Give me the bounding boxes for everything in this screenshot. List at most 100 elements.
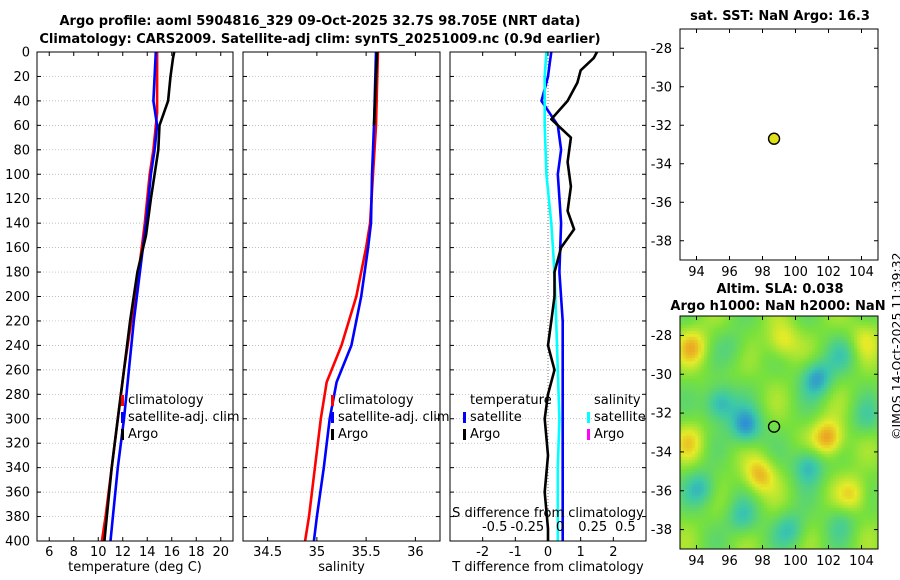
legend-label: satellite-adj. clim [338, 410, 450, 425]
map-x-tick-label: 96 [721, 265, 738, 280]
x-tick-label: 2 [609, 545, 617, 560]
x-axis-label-temperature: temperature (deg C) [68, 560, 202, 575]
legend-label: Argo [470, 427, 500, 442]
x-tick-label: 0 [544, 545, 552, 560]
x-tick-label: 18 [188, 545, 205, 560]
map-x-tick-label: 98 [754, 554, 771, 569]
argo-position-marker [767, 132, 781, 145]
legend-swatch [587, 412, 590, 423]
legend-swatch [331, 395, 334, 406]
legend-swatch [121, 412, 124, 423]
legend-label: climatology [128, 393, 204, 408]
map-y-tick-label: -32 [651, 119, 672, 134]
sla-map-title-1: Altim. SLA: 0.038 [716, 282, 844, 297]
map-y-tick-label: -30 [651, 368, 672, 383]
x-tick-label: 34.5 [253, 545, 282, 560]
s-axis-label: S difference from climatology [452, 506, 644, 521]
map-x-tick-label: 102 [816, 554, 841, 569]
x-tick-label: 14 [139, 545, 156, 560]
depth-tick-label: 100 [5, 168, 30, 183]
depth-tick-label: 140 [5, 217, 30, 232]
depth-tick-label: 360 [5, 486, 30, 501]
plot-frame-difference [449, 51, 647, 542]
x-tick-label: 12 [114, 545, 131, 560]
depth-tick-label: 180 [5, 266, 30, 281]
depth-tick-label: 200 [5, 290, 30, 305]
legend-label: satellite [594, 410, 646, 425]
depth-tick-label: 320 [5, 437, 30, 452]
depth-tick-label: 260 [5, 363, 30, 378]
legend-swatch [121, 395, 124, 406]
plot-frame-salinity [242, 51, 441, 542]
x-tick-label: 10 [90, 545, 107, 560]
map-x-tick-label: 94 [688, 265, 705, 280]
map-y-tick-label: -38 [651, 234, 672, 249]
s-tick-label: 0 [556, 520, 564, 535]
x-tick-label: 20 [212, 545, 229, 560]
map-y-tick-label: -34 [651, 157, 672, 172]
depth-tick-label: 340 [5, 461, 30, 476]
series-line-argo [103, 51, 176, 542]
legend-label: Argo [594, 427, 624, 442]
legend-swatch [463, 429, 466, 440]
x-tick-label: 8 [70, 545, 78, 560]
x-tick-label: 35.5 [352, 545, 381, 560]
map-y-tick-label: -34 [651, 445, 672, 460]
depth-tick-label: 280 [5, 388, 30, 403]
map-y-tick-label: -28 [651, 42, 672, 57]
series-line-t-argo [543, 51, 599, 541]
legend-swatch [331, 412, 334, 423]
sst-map-title: sat. SST: NaN Argo: 16.3 [690, 9, 870, 24]
map-y-tick-label: -36 [651, 196, 672, 211]
legend-swatch [587, 429, 590, 440]
depth-tick-label: 160 [5, 241, 30, 256]
depth-tick-label: 80 [13, 143, 30, 158]
legend-label: satellite [470, 410, 522, 425]
legend-swatch [331, 429, 334, 440]
map-x-tick-label: 104 [849, 265, 874, 280]
map-x-tick-label: 100 [783, 554, 808, 569]
map-y-tick-label: -32 [651, 407, 672, 422]
depth-tick-label: 400 [5, 535, 30, 550]
map-y-tick-label: -28 [651, 329, 672, 344]
s-tick-label: 0.5 [615, 520, 636, 535]
x-tick-label: -1 [509, 545, 522, 560]
x-tick-label: 36 [407, 545, 424, 560]
depth-tick-label: 0 [22, 46, 30, 61]
map-x-tick-label: 94 [688, 554, 705, 569]
legend-swatch [463, 412, 466, 423]
legend-label: salinity [594, 393, 641, 408]
map-x-tick-label: 104 [849, 554, 874, 569]
x-axis-label-salinity: salinity [318, 560, 365, 575]
sla-map-title-2: Argo h1000: NaN h2000: NaN [670, 299, 886, 314]
depth-tick-label: 220 [5, 314, 30, 329]
depth-tick-label: 60 [13, 119, 30, 134]
x-tick-label: 35 [309, 545, 326, 560]
map-x-tick-label: 96 [721, 554, 738, 569]
s-tick-label: -0.5 [482, 520, 507, 535]
map-frame-sla_map [679, 315, 879, 550]
title-line-1: Argo profile: aoml 5904816_329 09-Oct-20… [59, 14, 581, 29]
depth-tick-label: 40 [13, 94, 30, 109]
depth-tick-label: 20 [13, 70, 30, 85]
title-line-2: Climatology: CARS2009. Satellite-adj cli… [39, 32, 601, 47]
x-tick-label: -2 [476, 545, 489, 560]
legend-swatch [121, 429, 124, 440]
x-axis-label-difference: T difference from climatology [451, 560, 644, 575]
argo-position-marker-sla [767, 420, 781, 433]
map-y-tick-label: -30 [651, 80, 672, 95]
series-line-argo [372, 51, 379, 126]
map-x-tick-label: 100 [783, 265, 808, 280]
map-x-tick-label: 102 [816, 265, 841, 280]
map-x-tick-label: 98 [754, 265, 771, 280]
legend-label: climatology [338, 393, 414, 408]
map-y-tick-label: -38 [651, 523, 672, 538]
x-tick-label: 16 [163, 545, 180, 560]
x-tick-label: 1 [577, 545, 585, 560]
plot-frame-temperature [36, 51, 234, 542]
s-tick-label: 0.25 [578, 520, 607, 535]
sla-heatmap [680, 316, 878, 549]
legend-label: satellite-adj. clim [128, 410, 240, 425]
map-frame-sst_map [679, 28, 879, 261]
